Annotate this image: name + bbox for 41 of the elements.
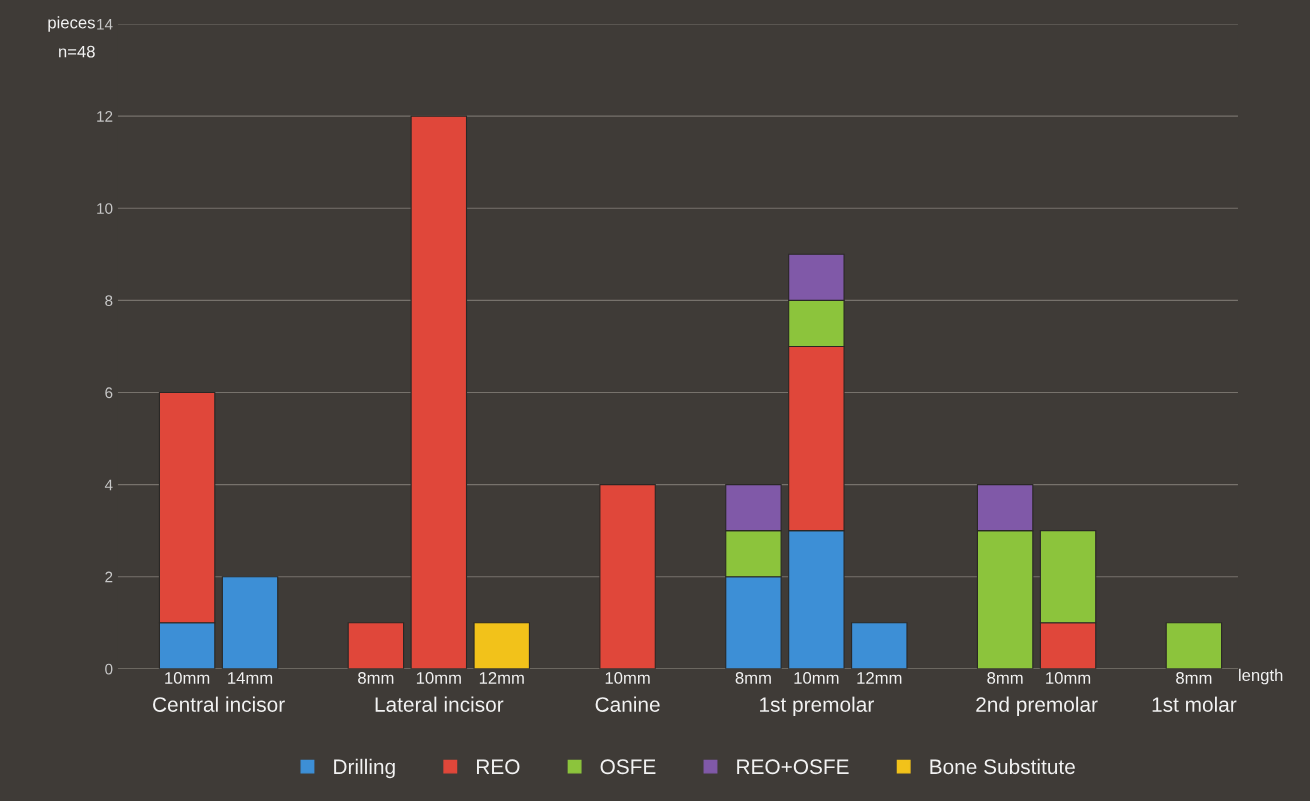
x-tick-label: 8mm: [1176, 672, 1212, 684]
bar: [410, 115, 468, 669]
x-tick-label: 8mm: [358, 672, 394, 684]
y-tick-label: 8: [105, 295, 113, 307]
text: 1st molar: [1152, 696, 1237, 712]
y-tick-label: 0: [105, 663, 113, 675]
legend-label: REO: [477, 759, 520, 775]
y-tick-label: 2: [105, 571, 113, 583]
legend-label: Drilling: [334, 758, 395, 779]
x-tick-label: 10mm: [605, 672, 650, 684]
text: 2nd premolar: [976, 696, 1098, 717]
x-tick-label: 12mm: [479, 672, 524, 684]
x-tick-label: 14mm: [228, 672, 273, 684]
y-tick-label: 14: [97, 19, 113, 30]
text: Canine: [595, 696, 660, 712]
x-tick-label: 10mm: [794, 672, 839, 684]
x-tick-label: 10mm: [1046, 672, 1091, 684]
y-tick-label: 12: [97, 111, 113, 122]
bar: [473, 622, 530, 669]
x-tick-label: 10mm: [165, 672, 210, 684]
text: 1st premolar: [760, 696, 874, 717]
bar: [347, 622, 405, 669]
x-tick-label: 8mm: [735, 672, 771, 684]
y-axis-title: pieces: [48, 16, 95, 32]
legend-label: Bone Substitute: [930, 758, 1075, 775]
legend-label: REO+OSFE: [737, 759, 849, 775]
x-tick-label: 8mm: [987, 672, 1023, 684]
y-tick-label: 6: [105, 387, 113, 399]
x-tick-label: 12mm: [857, 672, 902, 684]
y-tick-label: 10: [97, 203, 113, 214]
text: n=48: [59, 45, 95, 58]
x-axis-title: length: [1239, 668, 1283, 685]
bar: [1165, 622, 1223, 669]
legend-label: OSFE: [600, 759, 656, 775]
bar: [851, 622, 908, 669]
y-tick-label: 4: [104, 479, 113, 491]
text: Lateral incisor: [375, 696, 504, 712]
bar: [221, 576, 279, 669]
x-tick-label: 10mm: [416, 672, 461, 684]
bar: [599, 484, 656, 669]
text: Central incisor: [153, 696, 285, 712]
